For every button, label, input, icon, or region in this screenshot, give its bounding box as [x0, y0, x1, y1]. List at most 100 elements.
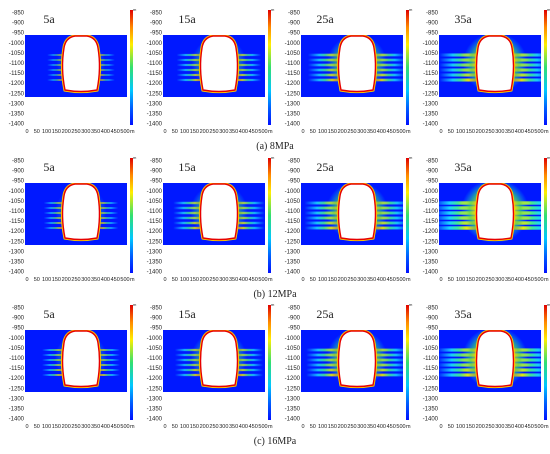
y-tick-label: -1250	[423, 239, 439, 245]
x-tick-label: 150	[328, 129, 337, 135]
y-tick-label: -1350	[285, 407, 301, 413]
diffusion-band	[374, 78, 403, 82]
y-tick-label: -950	[426, 31, 439, 37]
x-tick-label: 300	[357, 277, 366, 283]
x-tick-label: 0	[301, 424, 304, 430]
x-tick-label: 250	[71, 424, 80, 430]
contour-panel: -850 -900 -950 -1000 -1050 -1100 -1150 -1200 -12…	[5, 5, 140, 140]
x-tick-label: 150	[466, 277, 475, 283]
y-tick-label: -1100	[147, 356, 163, 362]
x-tick-label: 100	[42, 277, 51, 283]
y-tick-label: -1100	[9, 356, 25, 362]
x-axis-unit: m	[268, 277, 273, 283]
y-tick-label: -1100	[147, 61, 163, 67]
diffusion-band	[439, 348, 478, 352]
diffusion-band	[307, 78, 340, 82]
y-tick-label: -1050	[147, 346, 163, 352]
contour-panel: -850 -900 -950 -1000 -1050 -1100 -1150 -1200 -12…	[5, 300, 140, 435]
y-tick-label: -1400	[423, 270, 439, 276]
x-tick-label: 0	[25, 277, 28, 283]
diffusion-band	[306, 368, 340, 372]
y-tick-label: -850	[150, 11, 163, 17]
y-tick-label: -1000	[9, 189, 25, 195]
diffusion-band	[307, 58, 340, 62]
y-tick-label: -1350	[423, 407, 439, 413]
diffusion-band	[98, 354, 120, 356]
diffusion-band	[176, 73, 202, 77]
y-tick-label: -950	[150, 31, 163, 37]
colorbar-unit: m	[133, 302, 137, 307]
x-tick-label: 50	[448, 424, 454, 430]
diffusion-band	[512, 226, 541, 230]
diffusion-band	[374, 201, 403, 205]
diffusion-band	[439, 63, 478, 67]
contour-field	[301, 183, 403, 245]
y-tick-label: -1250	[9, 91, 25, 97]
x-tick-label: 50	[448, 129, 454, 135]
diffusion-band	[236, 216, 265, 220]
colorbar-unit: m	[271, 155, 275, 160]
x-tick-label: 50	[172, 129, 178, 135]
x-tick-label: 350	[91, 277, 100, 283]
x-tick-label: 200	[62, 277, 71, 283]
y-tick-label: -1300	[285, 396, 301, 402]
diffusion-band	[176, 53, 202, 57]
y-tick-label: -1350	[9, 112, 25, 118]
y-tick-label: -1150	[9, 366, 25, 372]
y-tick-label: -1300	[147, 396, 163, 402]
y-tick-label: -1050	[423, 199, 439, 205]
x-tick-label: 400	[239, 129, 248, 135]
x-tick-label: 450	[249, 424, 258, 430]
contour-plot: -850 -900 -950 -1000 -1050 -1100 -1150 -1200 -12…	[285, 7, 413, 135]
y-tick-label: -1400	[423, 122, 439, 128]
y-tick-label: -950	[150, 326, 163, 332]
x-tick-label: 250	[485, 424, 494, 430]
colorbar-unit: m	[133, 7, 137, 12]
x-tick-label: 150	[466, 129, 475, 135]
x-tick-label: 0	[439, 277, 442, 283]
y-tick-label: -1250	[147, 239, 163, 245]
x-tick-label: 300	[81, 424, 90, 430]
x-tick-label: 350	[91, 129, 100, 135]
x-tick-label: 400	[515, 424, 524, 430]
diffusion-band	[439, 211, 478, 215]
diffusion-band	[98, 349, 120, 351]
y-tick-label: -1000	[147, 336, 163, 342]
y-tick-label: -1150	[423, 71, 439, 77]
diffusion-band	[98, 217, 119, 219]
x-tick-label: 50	[34, 424, 40, 430]
contour-field	[25, 35, 127, 97]
diffusion-band	[98, 359, 120, 361]
x-tick-label: 100	[318, 277, 327, 283]
colorbar	[544, 158, 547, 273]
row-caption: (c) 16MPa	[253, 436, 297, 447]
diffusion-band	[374, 211, 403, 215]
contour-plot: -850 -900 -950 -1000 -1050 -1100 -1150 -1200 -12…	[147, 155, 275, 283]
diffusion-band	[236, 201, 265, 205]
x-tick-label: 250	[347, 277, 356, 283]
y-tick-label: -1150	[285, 71, 301, 77]
y-tick-label: -850	[288, 11, 301, 17]
diffusion-band	[306, 363, 340, 367]
x-tick-label: 350	[505, 424, 514, 430]
x-tick-label: 100	[42, 129, 51, 135]
x-tick-label: 500	[534, 277, 543, 283]
y-tick-label: -900	[426, 21, 439, 27]
diffusion-band	[47, 64, 64, 66]
diffusion-band	[236, 348, 263, 352]
diffusion-band	[439, 58, 478, 62]
diffusion-band	[43, 212, 64, 214]
colorbar	[268, 10, 271, 125]
row-caption: (b) 12MPa	[253, 289, 297, 300]
y-tick-label: -1300	[285, 249, 301, 255]
colorbar-unit: m	[271, 302, 275, 307]
x-axis-unit: m	[130, 277, 135, 283]
y-tick-label: -1300	[147, 101, 163, 107]
x-tick-label: 250	[71, 129, 80, 135]
colorbar	[406, 10, 409, 125]
y-tick-label: -1200	[423, 376, 439, 382]
contour-plot: -850 -900 -950 -1000 -1050 -1100 -1150 -1200 -12…	[423, 7, 550, 135]
diffusion-band	[439, 216, 478, 220]
diffusion-band	[512, 373, 541, 377]
y-tick-label: -1300	[423, 249, 439, 255]
